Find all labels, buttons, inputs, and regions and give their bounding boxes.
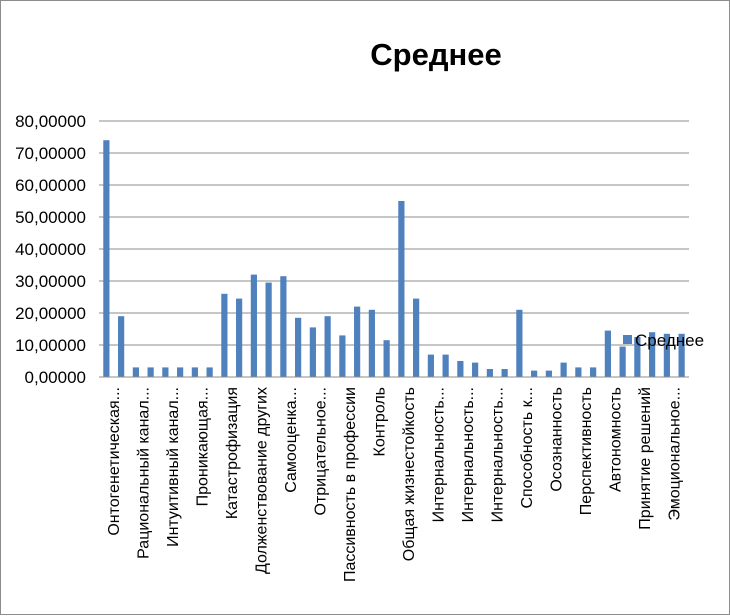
- bar: [678, 333, 685, 377]
- x-tick-label: Контроль: [371, 387, 388, 457]
- y-tick-label: 40,00000: [15, 240, 86, 259]
- y-tick-label: 30,00000: [15, 272, 86, 291]
- bar: [236, 298, 243, 377]
- bar: [221, 293, 228, 377]
- bars: [103, 140, 685, 377]
- x-tick-label: Эмоциональное...: [666, 387, 683, 521]
- y-tick-label: 10,00000: [15, 336, 86, 355]
- x-tick-label: Автономность: [607, 387, 624, 492]
- bar: [516, 309, 523, 377]
- bar: [398, 201, 405, 377]
- bar: [472, 362, 479, 377]
- y-axis-ticks: 0,00000 10,00000 20,00000 30,00000 40,00000 5…: [15, 112, 86, 387]
- bar: [191, 367, 198, 377]
- bar: [413, 298, 420, 377]
- bar: [531, 370, 538, 377]
- y-tick-label: 70,00000: [15, 144, 86, 163]
- bar: [590, 367, 597, 377]
- x-tick-label: Онтогенетическая...: [106, 387, 123, 536]
- bar: [486, 369, 493, 377]
- bar: [339, 335, 346, 377]
- bar: [501, 369, 508, 377]
- legend-label: Среднее: [635, 331, 704, 350]
- bar: [295, 317, 302, 377]
- x-tick-label: Перспективность: [578, 387, 595, 515]
- y-tick-label: 20,00000: [15, 304, 86, 323]
- x-tick-label: Самооценка...: [283, 387, 300, 493]
- x-tick-label: Интернальность...: [460, 387, 477, 522]
- bar: [354, 306, 361, 377]
- bar: [206, 367, 213, 377]
- bar: [368, 309, 375, 377]
- x-tick-label: Катастрофизация: [224, 387, 241, 519]
- gridlines: [99, 120, 689, 378]
- bar: [634, 337, 641, 377]
- y-tick-label: 80,00000: [15, 112, 86, 131]
- x-tick-label: Принятие решений: [637, 387, 654, 530]
- bar: [265, 282, 272, 377]
- bar: [280, 276, 287, 377]
- bar: [442, 354, 449, 377]
- bar: [177, 367, 184, 377]
- x-tick-label: Способность к...: [519, 387, 536, 509]
- bar: [619, 346, 626, 377]
- bar: [324, 316, 331, 377]
- x-tick-label: Интернальность...: [430, 387, 447, 522]
- bar: [427, 354, 434, 377]
- bar: [604, 330, 611, 377]
- y-tick-label: 60,00000: [15, 176, 86, 195]
- bar: [103, 140, 110, 377]
- x-axis-tick-labels: Онтогенетическая... Рациональный канал...…: [106, 387, 684, 582]
- legend: Среднее: [623, 331, 704, 350]
- y-tick-label: 50,00000: [15, 208, 86, 227]
- x-tick-label: Проникающая...: [194, 387, 211, 506]
- x-tick-label: Отрицательное...: [312, 387, 329, 515]
- bar: [147, 367, 154, 377]
- x-tick-label: Пассивность в профессии: [342, 387, 359, 582]
- bar: [132, 367, 139, 377]
- bar: [663, 333, 670, 377]
- x-tick-label: Рациональный канал...: [135, 387, 152, 559]
- bar: [545, 370, 552, 377]
- bar: [457, 361, 464, 377]
- bar: [162, 367, 169, 377]
- bar: [560, 362, 567, 377]
- bar: [575, 367, 582, 377]
- x-tick-label: Долженствование других: [253, 387, 270, 574]
- x-tick-label: Осознанность: [548, 387, 565, 492]
- chart-title: Среднее: [370, 37, 501, 72]
- bar: [309, 327, 316, 377]
- bar: [118, 316, 125, 377]
- legend-swatch: [623, 335, 632, 344]
- bar: [250, 274, 257, 377]
- x-tick-label: Интуитивный канал...: [165, 387, 182, 547]
- y-tick-label: 0,00000: [25, 368, 86, 387]
- x-tick-label: Общая жизнестойкость: [401, 387, 418, 561]
- bar: [649, 332, 656, 377]
- x-tick-label: Интернальность...: [489, 387, 506, 522]
- bar: [383, 340, 390, 377]
